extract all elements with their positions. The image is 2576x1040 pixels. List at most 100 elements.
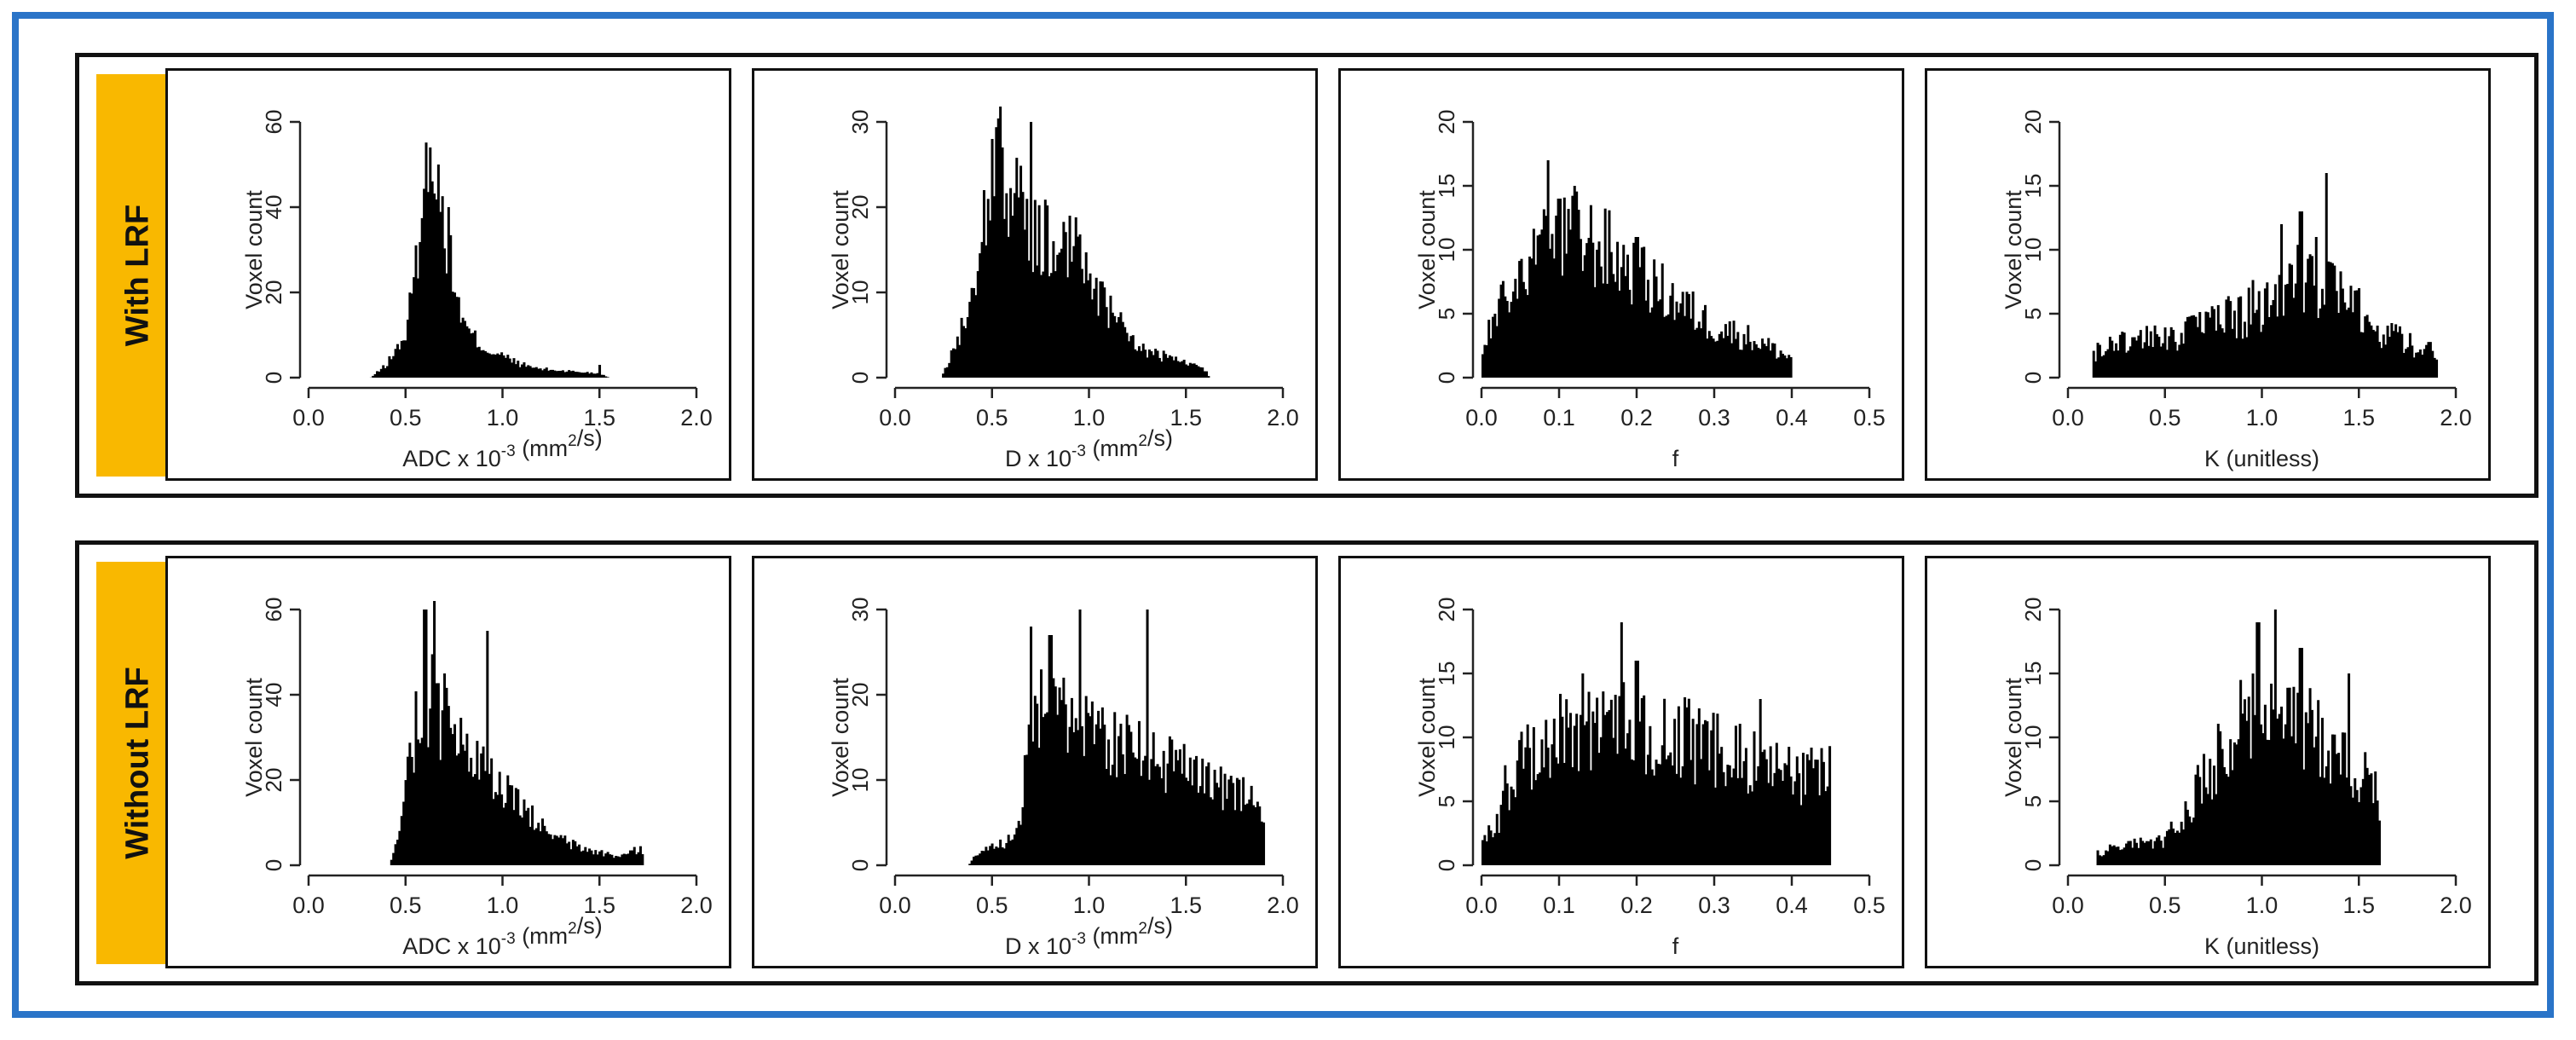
histogram-bar <box>1820 748 1823 865</box>
histogram-bar <box>1252 805 1256 865</box>
histogram-bar <box>1176 760 1180 865</box>
histogram-bar <box>1025 754 1029 865</box>
histogram-chart: 0 5 10 15 20 0.0 0.1 0.2 0.3 0.4 0.5 Voxel count f <box>1414 598 1886 959</box>
histogram-bar <box>1258 806 1262 865</box>
histogram-bar <box>1191 363 1194 378</box>
histogram-bar <box>2429 342 2432 378</box>
histogram-bar <box>2188 316 2192 378</box>
y-tick-label: 20 <box>1434 110 1459 135</box>
histogram-bar <box>1170 356 1174 378</box>
histogram-bar <box>2351 312 2354 378</box>
x-tick-label: 1.5 <box>583 893 615 918</box>
histogram-bar <box>1659 764 1662 865</box>
histogram-bar <box>394 844 397 865</box>
histogram-bar <box>372 375 375 378</box>
histogram-panel: 0 5 10 15 20 0.0 0.5 1.0 1.5 2.0 Voxel count K (uni… <box>1925 68 2491 481</box>
histogram-bar <box>2354 290 2357 378</box>
histogram-bar <box>2155 334 2158 378</box>
histogram-bar <box>1684 696 1687 865</box>
x-tick-label: 0.0 <box>879 405 911 430</box>
histogram-bar <box>1773 343 1776 378</box>
histogram-bar <box>952 348 956 378</box>
histogram-bar <box>2235 338 2238 378</box>
histogram-bar <box>414 690 418 865</box>
histogram-bar <box>2323 777 2326 865</box>
histogram-bar <box>574 372 577 378</box>
histogram-bar <box>1744 748 1747 865</box>
histogram-bar <box>527 365 530 378</box>
histogram-bar <box>498 355 501 378</box>
histogram-bar <box>524 811 528 865</box>
histogram-bar <box>2278 274 2281 378</box>
histogram-bar <box>429 147 432 378</box>
histogram-bar <box>2194 774 2198 865</box>
histogram-bar <box>2209 759 2212 865</box>
histogram-bar <box>621 854 624 865</box>
histogram-bar <box>1646 754 1649 865</box>
histogram-bar <box>1013 834 1016 865</box>
histogram-bar <box>1608 210 1611 378</box>
histogram-bar <box>1201 758 1204 865</box>
histogram-bar <box>2388 337 2391 378</box>
x-tick-label: 2.0 <box>2440 893 2472 918</box>
y-tick-label: 20 <box>261 768 286 793</box>
histogram-bar <box>1198 786 1202 865</box>
histogram-bar <box>518 367 522 378</box>
histogram-bar <box>1056 254 1060 378</box>
histogram-bar <box>1516 298 1519 378</box>
histogram-bar <box>1632 760 1636 865</box>
histogram-bar <box>1811 768 1815 865</box>
histogram-bar <box>1205 766 1208 865</box>
histogram-bar <box>1603 208 1607 378</box>
histogram-bar <box>976 271 979 378</box>
histogram-bar <box>1528 748 1532 865</box>
histogram-bar <box>1097 315 1100 378</box>
histogram-bar <box>2153 325 2157 378</box>
histogram-bar <box>1748 785 1752 865</box>
histogram-bar <box>2314 737 2318 865</box>
histogram-bar <box>502 807 505 865</box>
histogram-bar <box>402 801 406 865</box>
histogram-bar <box>1176 361 1180 378</box>
histogram-bar <box>1015 828 1019 865</box>
histogram-bar <box>419 241 422 378</box>
x-axis-title: f <box>1672 933 1679 959</box>
histogram-bar <box>1021 192 1025 378</box>
histogram-bar <box>521 818 524 865</box>
histogram-bar <box>1763 344 1766 378</box>
histogram-bar <box>2270 683 2273 865</box>
histogram-bar <box>406 319 409 378</box>
histogram-bar <box>950 350 953 378</box>
histogram-bar <box>575 372 579 378</box>
histogram-bar <box>1487 320 1491 378</box>
histogram-bar <box>528 826 532 865</box>
histogram-bar <box>1559 199 1562 378</box>
histogram-bar <box>1009 188 1013 378</box>
y-tick-label: 20 <box>847 683 873 708</box>
histogram-bar <box>2308 688 2312 865</box>
histogram-bar <box>1182 743 1186 865</box>
histogram-bar <box>970 860 973 865</box>
histogram-bar <box>539 831 542 865</box>
histogram-bar <box>459 322 463 378</box>
histogram-bar <box>1742 760 1746 865</box>
histogram-bar <box>985 245 988 378</box>
histogram-bar <box>2411 345 2414 378</box>
histogram-bar <box>2272 299 2275 378</box>
histogram-bar <box>2325 766 2328 865</box>
histogram-bar <box>402 340 406 378</box>
histogram-bar <box>2200 332 2203 378</box>
histogram-bar <box>1164 354 1168 378</box>
histogram-bar <box>457 297 460 378</box>
histogram-bar <box>1596 249 1599 378</box>
histogram-bar <box>1581 673 1585 865</box>
histogram-bar <box>2261 733 2265 865</box>
histogram-bar <box>1632 242 1636 378</box>
histogram-bar <box>1753 341 1756 378</box>
histogram-bar <box>1097 710 1100 865</box>
x-tick-label: 0.0 <box>292 893 325 918</box>
histogram-bar <box>1023 229 1026 378</box>
histogram-bar <box>1620 267 1623 378</box>
histogram-bar <box>1162 350 1165 378</box>
histogram-bar <box>1655 276 1658 378</box>
